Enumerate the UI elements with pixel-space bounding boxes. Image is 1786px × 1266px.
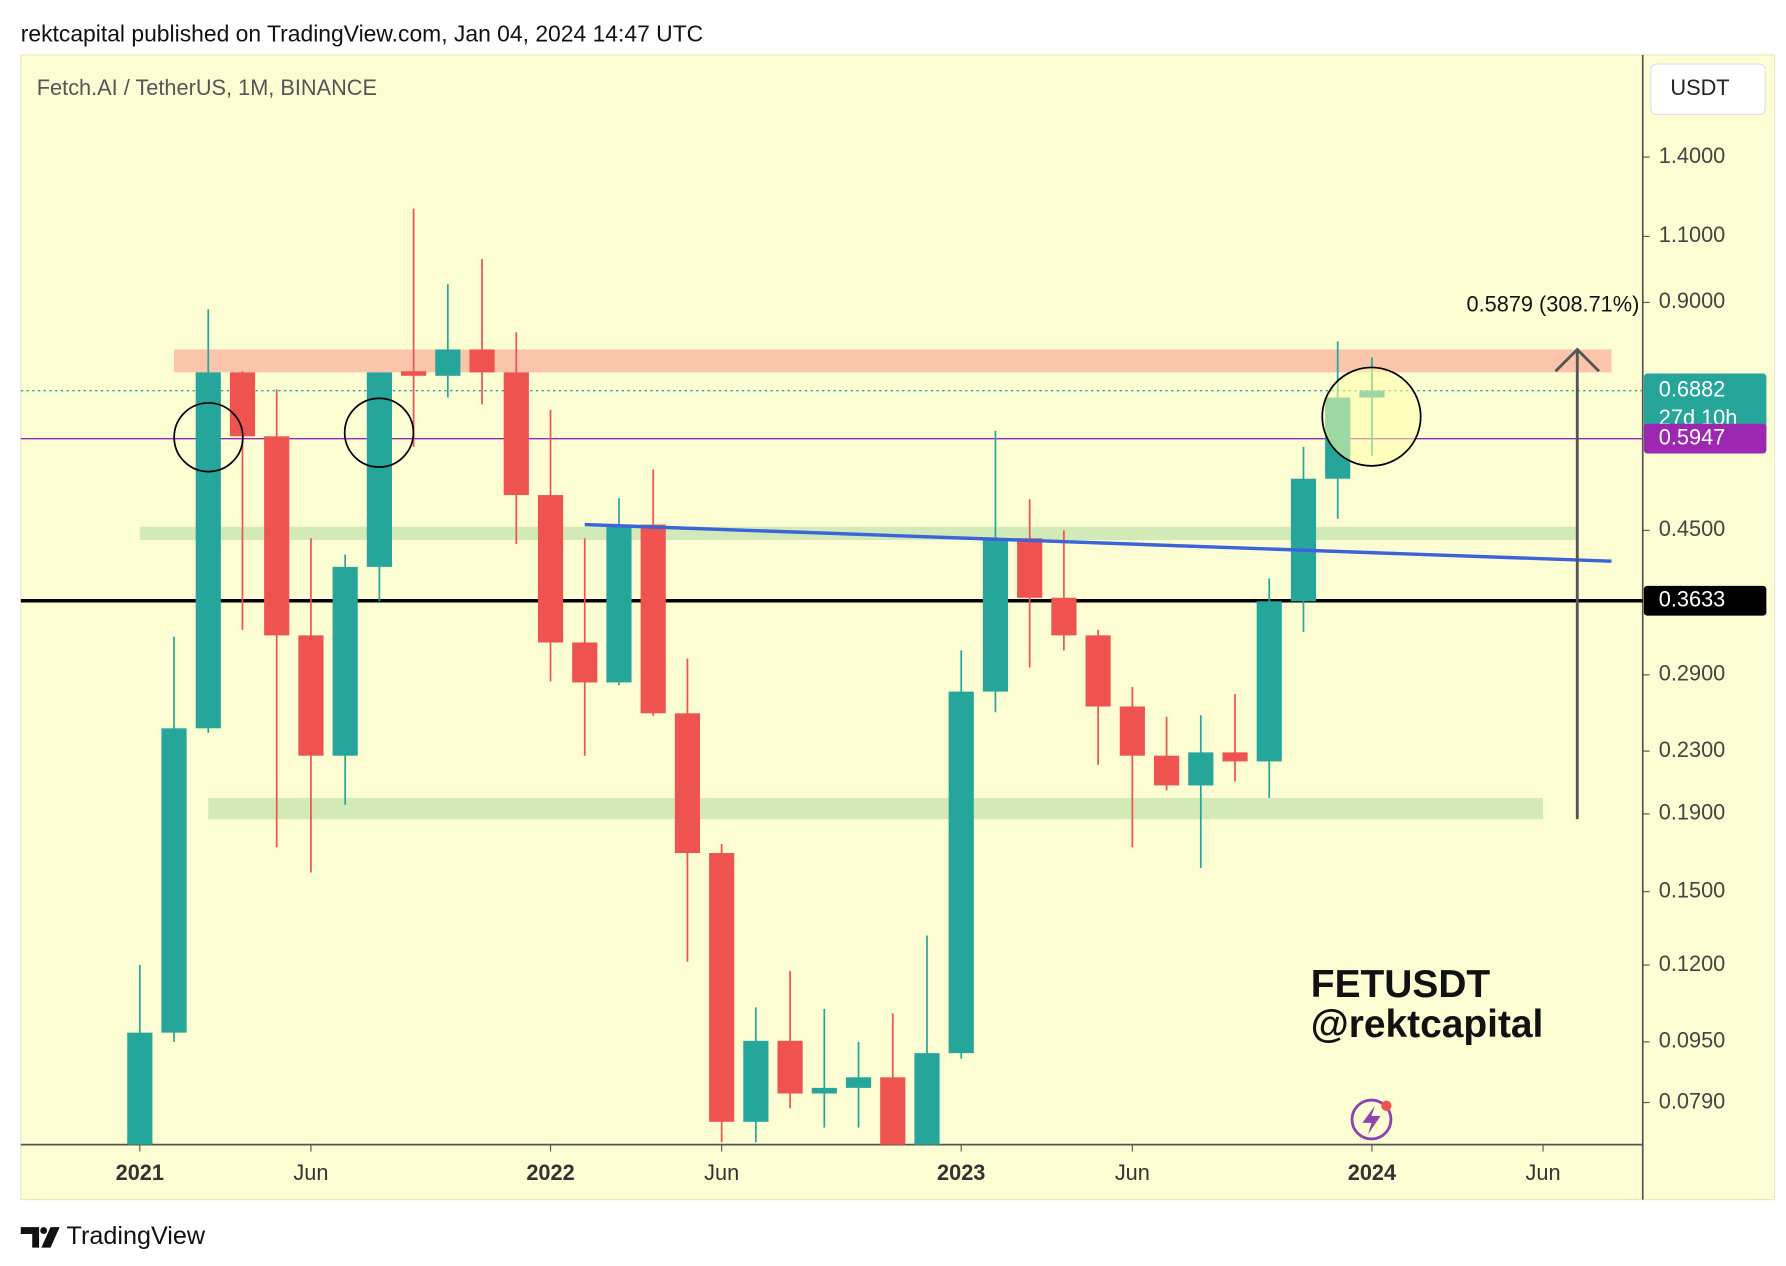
measure-label: 0.5879 (308.71%) [1467, 292, 1640, 317]
y-tick-label: 0.0950 [1659, 1028, 1725, 1053]
price-label: 0.6882 [1659, 376, 1725, 401]
y-tick-label: 0.1200 [1659, 951, 1725, 976]
x-tick-label: Jun [704, 1160, 739, 1185]
measure-arrowhead [1554, 347, 1601, 373]
y-tick-label: 1.1000 [1659, 222, 1725, 247]
axes: 1.4000 1.1000 0.9000 0.4500 0.2900 0.2300 0.19… [116, 143, 1767, 1185]
candle-body [606, 524, 632, 683]
candle-body [1222, 752, 1248, 762]
x-tick-label: Jun [293, 1160, 328, 1185]
x-tick-label: Jun [1115, 1160, 1150, 1185]
y-tick-label: 0.1900 [1659, 800, 1725, 825]
chart-frame [20, 54, 1775, 1201]
watermark: FETUSDT [1311, 963, 1491, 1006]
candle-body [366, 372, 392, 567]
brand-name: TradingView [67, 1222, 206, 1250]
price-label-box [1643, 373, 1767, 436]
candle-body [264, 436, 290, 636]
highlight-circle [173, 402, 244, 473]
candle-body [1188, 752, 1214, 786]
candle-body [1119, 706, 1145, 756]
candle-body [640, 524, 666, 714]
watermark: @rektcapital [1311, 1003, 1544, 1046]
candle-body [401, 371, 427, 376]
candle-body [880, 1077, 906, 1145]
candle-body [435, 349, 461, 376]
currency-button[interactable] [1650, 63, 1766, 116]
candle-body [914, 1053, 940, 1145]
candle-body [572, 642, 598, 683]
x-tick-label: 2023 [937, 1160, 985, 1185]
y-tick-label: 0.0790 [1659, 1088, 1725, 1113]
trendline [584, 522, 1612, 563]
candle-body [161, 728, 187, 1033]
y-tick-label: 0.2900 [1659, 661, 1725, 686]
candles [127, 208, 1385, 1145]
price-label-box [1643, 423, 1767, 454]
candle-body [332, 566, 358, 756]
candle-body [982, 538, 1009, 692]
brand-logo [20, 1227, 60, 1248]
y-tick-label: 0.4500 [1659, 516, 1725, 541]
candle-body [503, 372, 529, 496]
candle-body [195, 372, 221, 729]
y-tick-label: 1.4000 [1659, 143, 1725, 168]
x-tick-label: Jun [1526, 1160, 1561, 1185]
candle-body [1085, 635, 1111, 707]
overlay [173, 347, 1612, 820]
candle-body [127, 1032, 153, 1145]
candle-body [1051, 597, 1077, 636]
zone [174, 349, 1612, 373]
candle-body [674, 713, 701, 854]
candle-body [1256, 601, 1282, 762]
candle-body [229, 372, 256, 437]
candle-body [537, 495, 564, 643]
highlight-circle [1321, 366, 1422, 467]
zone [208, 798, 1544, 820]
price-label: 0.5947 [1659, 424, 1725, 449]
y-tick-label: 0.2300 [1659, 737, 1725, 762]
candle-body [1017, 538, 1043, 598]
symbol-title: Fetch.AI / TetherUS, 1M, BINANCE [37, 75, 377, 100]
currency-label: USDT [1670, 75, 1729, 100]
candle-body [298, 635, 324, 756]
lightning-icon [1350, 1098, 1393, 1141]
candle-body [777, 1040, 803, 1094]
candle-body [469, 349, 495, 373]
publish-header: rektcapital published on TradingView.com… [21, 21, 703, 47]
candle-body [743, 1040, 769, 1122]
x-tick-label: 2024 [1348, 1160, 1396, 1185]
candle-body [811, 1087, 837, 1094]
candle-body [709, 853, 735, 1122]
x-tick-label: 2021 [116, 1160, 164, 1185]
y-tick-label: 0.1500 [1659, 877, 1725, 902]
price-label: 0.3633 [1659, 586, 1725, 611]
x-tick-label: 2022 [526, 1160, 574, 1185]
y-tick-label: 0.9000 [1659, 288, 1725, 313]
candle-body [1290, 478, 1317, 602]
highlight-circle [343, 397, 415, 468]
candle-body [948, 691, 974, 1054]
price-label-box [1643, 585, 1767, 616]
candle-body [845, 1077, 872, 1088]
candle-body [1153, 755, 1180, 786]
